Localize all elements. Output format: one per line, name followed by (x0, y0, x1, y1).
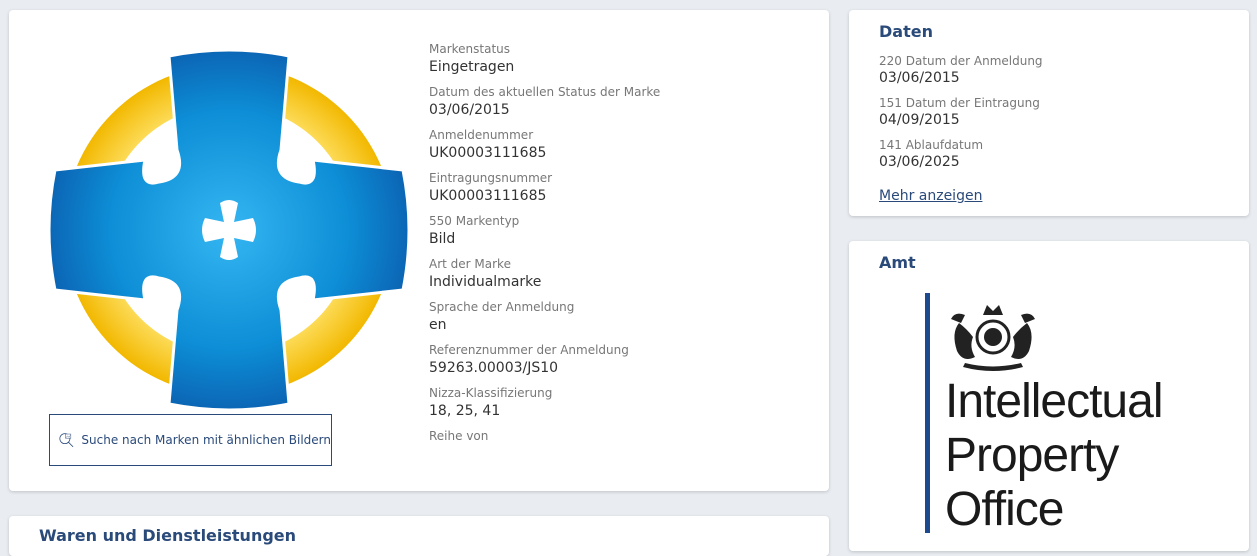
field-value: Bild (429, 229, 809, 249)
image-search-icon (58, 421, 75, 459)
field-label: Markenstatus (429, 42, 809, 56)
ipo-logo: Intellectual Property Office (925, 293, 1185, 533)
field-value: Eingetragen (429, 57, 809, 77)
field-value: 18, 25, 41 (429, 401, 809, 421)
field-label: 141 Ablaufdatum (879, 138, 1219, 152)
field-expiry-date: 141 Ablaufdatum 03/06/2025 (879, 138, 1219, 172)
field-value: UK00003111685 (429, 143, 809, 163)
field-status: Markenstatus Eingetragen (429, 42, 809, 77)
field-application-language: Sprache der Anmeldung en (429, 300, 809, 335)
field-label: Datum des aktuellen Status der Marke (429, 85, 809, 99)
field-value: Individualmarke (429, 272, 809, 292)
dates-card: Daten 220 Datum der Anmeldung 03/06/2015… (849, 10, 1249, 216)
field-label: 151 Datum der Eintragung (879, 96, 1219, 110)
royal-crest-icon (945, 293, 1041, 375)
field-label: 550 Markentyp (429, 214, 809, 228)
office-title: Amt (879, 253, 916, 272)
field-value: 04/09/2015 (879, 111, 1219, 130)
field-label: Anmeldenummer (429, 128, 809, 142)
field-value: en (429, 315, 809, 335)
field-registration-number: Eintragungsnummer UK00003111685 (429, 171, 809, 206)
logo-text-line: Office (945, 483, 1162, 537)
field-series-of: Reihe von (429, 429, 809, 443)
field-label: Eintragungsnummer (429, 171, 809, 185)
office-card: Amt Intellectual Property Office (849, 241, 1249, 551)
field-reference-number: Referenznummer der Anmeldung 59263.00003… (429, 343, 809, 378)
dates-fields: 220 Datum der Anmeldung 03/06/2015 151 D… (879, 54, 1219, 180)
field-value: 03/06/2015 (879, 69, 1219, 88)
field-application-number: Anmeldenummer UK00003111685 (429, 128, 809, 163)
field-value: 03/06/2025 (879, 153, 1219, 172)
logo-text: Intellectual Property Office (945, 375, 1162, 537)
field-label: Referenznummer der Anmeldung (429, 343, 809, 357)
goods-services-title: Waren und Dienstleistungen (39, 526, 296, 545)
field-status-date: Datum des aktuellen Status der Marke 03/… (429, 85, 809, 120)
field-registration-date: 151 Datum der Eintragung 04/09/2015 (879, 96, 1219, 130)
field-label: Reihe von (429, 429, 809, 443)
field-label: 220 Datum der Anmeldung (879, 54, 1219, 68)
dates-title: Daten (879, 22, 933, 41)
trademark-fields: Markenstatus Eingetragen Datum des aktue… (429, 42, 809, 451)
field-label: Sprache der Anmeldung (429, 300, 809, 314)
logo-text-line: Property (945, 429, 1162, 483)
logo-bar (925, 293, 930, 533)
field-label: Art der Marke (429, 257, 809, 271)
field-filing-date: 220 Datum der Anmeldung 03/06/2015 (879, 54, 1219, 88)
field-nice-classification: Nizza-Klassifizierung 18, 25, 41 (429, 386, 809, 421)
trademark-details-card: Suche nach Marken mit ähnlichen Bildern … (9, 10, 829, 491)
logo-text-line: Intellectual (945, 375, 1162, 429)
field-value: 03/06/2015 (429, 100, 809, 120)
show-more-link[interactable]: Mehr anzeigen (879, 188, 982, 204)
field-value: 59263.00003/JS10 (429, 358, 809, 378)
goods-services-card: Waren und Dienstleistungen (9, 516, 829, 556)
field-value: UK00003111685 (429, 186, 809, 206)
similar-image-search-label: Suche nach Marken mit ähnlichen Bildern (81, 433, 331, 447)
field-mark-kind: Art der Marke Individualmarke (429, 257, 809, 292)
trademark-image (49, 50, 409, 410)
similar-image-search-button[interactable]: Suche nach Marken mit ähnlichen Bildern (49, 414, 332, 466)
field-mark-type: 550 Markentyp Bild (429, 214, 809, 249)
field-label: Nizza-Klassifizierung (429, 386, 809, 400)
